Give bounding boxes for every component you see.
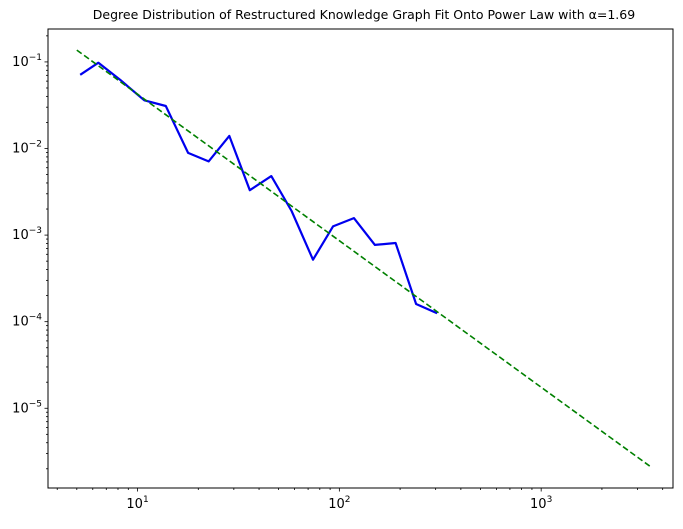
x-axis: 101 102 103 <box>56 488 664 512</box>
x-tick-label: 103 <box>530 495 552 512</box>
y-tick-label: 10−5 <box>12 399 42 416</box>
axes-frame <box>47 28 674 489</box>
y-tick-label: 10−4 <box>12 313 42 330</box>
y-axis: 10−5 10−4 10−3 10−2 10−1 <box>12 35 48 470</box>
chart-title: Degree Distribution of Restructured Know… <box>93 7 635 22</box>
power-law-fit-line <box>76 49 652 468</box>
x-tick-label: 101 <box>126 495 148 512</box>
y-tick-label: 10−1 <box>12 53 42 70</box>
y-tick-label: 10−2 <box>12 140 42 157</box>
plot-area <box>76 49 652 468</box>
y-tick-label: 10−3 <box>12 226 42 243</box>
degree-distribution-line <box>79 61 438 315</box>
x-tick-label: 102 <box>328 495 350 512</box>
